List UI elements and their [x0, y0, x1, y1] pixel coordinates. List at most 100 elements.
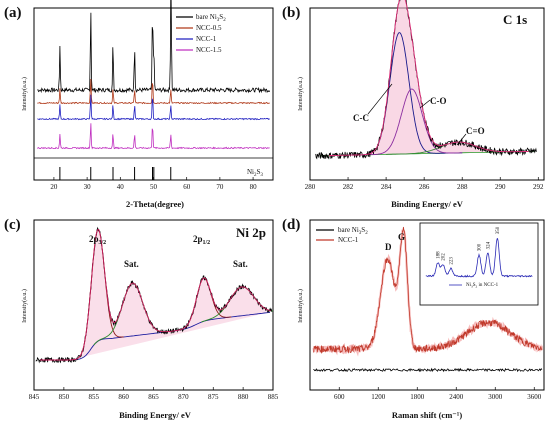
- panel-a-tick-label: 50: [150, 183, 158, 191]
- legend-label-ncc15: NCC-1.5: [196, 46, 222, 54]
- panel-b-tick-label: 292: [533, 183, 544, 191]
- panel-b-annotation-c-eq-o: C=O: [466, 126, 485, 136]
- xrd-trace-NCC-1.5: [36, 123, 270, 150]
- panel-c-annotation-2p12: 2p1/2: [193, 234, 210, 246]
- panel-a-ylabel: Intensity(a.u.): [21, 77, 28, 111]
- panel-c-tick-label: 870: [178, 393, 189, 401]
- panel-d: (d) 600 1200 1800 2400 3000 3600 Raman shift …: [282, 217, 545, 420]
- panel-b-leader-co: [419, 99, 431, 109]
- inset-peak-label: 188: [436, 251, 441, 259]
- panel-a-reference-lines: [59, 167, 172, 180]
- panel-c-tick-label: 885: [268, 393, 279, 401]
- xrd-trace-NCC-0.5: [37, 78, 270, 105]
- inset-peak-label: 300: [478, 243, 483, 251]
- panel-a-traces: [36, 0, 271, 150]
- panel-b-annotation-co: C-O: [430, 96, 447, 106]
- panel-b-tick-label: 286: [419, 183, 430, 191]
- panel-a-reference-label: Ni2S3: [247, 168, 263, 178]
- raman-bare-trace: [313, 367, 543, 373]
- panel-c-label: (c): [4, 217, 21, 233]
- panel-d-xlabel: Raman shift (cm⁻¹): [392, 410, 462, 420]
- xrd-trace-NCC-1: [37, 94, 270, 121]
- panel-c-ylabel: Intensity(a.u.): [21, 289, 28, 323]
- panel-c-x-ticks: 845 850 855 860 865 870 875 880 885: [29, 387, 279, 401]
- legend-label-bare-d: bare Ni3S2: [338, 226, 368, 236]
- c1s-envelope-fill: [367, 0, 501, 155]
- panel-c-xlabel: Binding Energy/ eV: [119, 410, 192, 420]
- panel-c-tick-label: 865: [148, 393, 159, 401]
- panel-d-frame: [309, 219, 545, 391]
- panel-d-inset-frame: [419, 222, 539, 306]
- panel-b-leader-cc: [367, 83, 393, 115]
- inset-peak-label: 350: [496, 226, 501, 234]
- inset-peak-label: 324: [486, 241, 491, 249]
- panel-d-tick-label: 2400: [449, 393, 464, 401]
- legend-label-bare: bare Ni3S2: [196, 13, 226, 23]
- panel-b-tick-label: 282: [343, 183, 354, 191]
- c1s-fit-envelope: [328, 0, 529, 157]
- panel-b-title: C 1s: [503, 12, 527, 27]
- panel-c-tick-label: 845: [29, 393, 40, 401]
- panel-d-legend: bare Ni3S2 NCC-1: [316, 226, 368, 244]
- panel-b: (b) C 1s 280 282 284 286 288 290 292 Binding E…: [282, 0, 545, 209]
- panel-b-label: (b): [282, 5, 300, 21]
- panel-b-xlabel: Binding Energy/ eV: [391, 199, 464, 209]
- panel-b-tick-label: 280: [305, 183, 316, 191]
- inset-trace: [425, 238, 533, 278]
- legend-label-ncc1: NCC-1: [196, 35, 217, 43]
- panel-a-x-ticks: 20 30 40 50 60 70 80: [50, 177, 257, 191]
- panel-a: (a) 20 30 40 50 60 70 80 2-Theta(degree) Inten…: [4, 0, 274, 209]
- panel-d-ylabel: Intensity(a.u.): [297, 289, 304, 323]
- panel-a-legend: bare Ni3S2 NCC-0.5 NCC-1 NCC-1.5: [176, 13, 226, 54]
- panel-d-traces: [312, 226, 544, 373]
- panel-b-annotation-cc: C-C: [353, 113, 369, 123]
- panel-a-tick-label: 70: [216, 183, 224, 191]
- panel-b-tick-label: 284: [381, 183, 392, 191]
- panel-d-tick-label: 600: [334, 393, 345, 401]
- panel-c-traces: [35, 226, 273, 364]
- panel-b-traces: [315, 0, 537, 160]
- panel-d-label: (d): [282, 217, 300, 233]
- c1s-raw-data: [315, 0, 537, 160]
- ni2p-envelope-fill: [69, 229, 267, 360]
- panel-c-tick-label: 875: [208, 393, 219, 401]
- panel-c-tick-label: 855: [89, 393, 100, 401]
- panel-c-tick-label: 880: [238, 393, 249, 401]
- panel-c-annotation-sat1: Sat.: [124, 259, 139, 269]
- panel-a-tick-label: 30: [84, 183, 92, 191]
- panel-a-tick-label: 80: [250, 183, 258, 191]
- panel-a-xlabel: 2-Theta(degree): [126, 199, 184, 209]
- panel-b-ylabel: Intensity(a.u.): [297, 77, 304, 111]
- panel-d-tick-label: 3600: [527, 393, 542, 401]
- panel-d-tick-label: 1800: [410, 393, 425, 401]
- panel-b-x-ticks: 280 282 284 286 288 290 292: [305, 177, 544, 191]
- panel-d-x-ticks: 600 1200 1800 2400 3000 3600: [334, 387, 542, 401]
- panel-a-tick-label: 60: [183, 183, 191, 191]
- inset-peak-label: 223: [449, 257, 454, 265]
- inset-peak-label: 202: [442, 253, 447, 261]
- ni2p-background: [40, 311, 271, 361]
- legend-label-ncc05: NCC-0.5: [196, 24, 222, 32]
- panel-c-title: Ni 2p: [236, 225, 266, 240]
- xrd-trace-bare Ni3S2: [37, 0, 271, 94]
- panel-a-tick-label: 40: [117, 183, 125, 191]
- panel-d-tick-label: 3000: [488, 393, 503, 401]
- panel-b-tick-label: 290: [495, 183, 506, 191]
- panel-c-annotation-2p32: 2p3/2: [89, 234, 106, 246]
- panel-a-label: (a): [4, 5, 22, 21]
- panel-a-tick-label: 20: [50, 183, 58, 191]
- panel-d-inset-legend: Ni3S2 in NCC-1: [466, 283, 499, 289]
- panel-b-frame: [309, 7, 545, 181]
- legend-label-ncc1-d: NCC-1: [338, 236, 359, 244]
- ni2p-fit-envelope: [40, 228, 271, 361]
- panel-d-band-d: D: [385, 242, 392, 252]
- panel-c-tick-label: 850: [59, 393, 70, 401]
- raman-ncc1-trace: [313, 226, 543, 354]
- c1s-component-co: [367, 88, 463, 156]
- panel-c-annotation-sat2: Sat.: [233, 259, 248, 269]
- panel-d-tick-label: 1200: [371, 393, 386, 401]
- panel-c: (c) Ni 2p 845 850 855 860 865 870 875 880 885 Bi…: [4, 217, 279, 420]
